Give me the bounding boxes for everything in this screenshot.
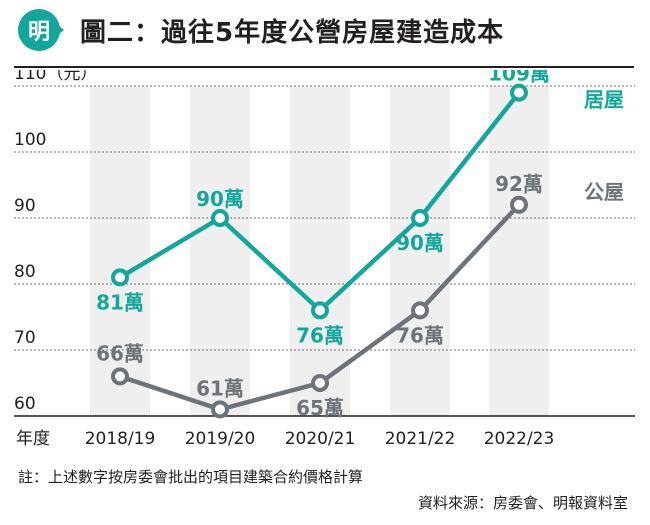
data-label: 61萬 [196,376,244,400]
data-label: 76萬 [296,323,344,347]
x-tick-label: 2019/20 [185,429,256,449]
data-label: 109萬 [488,70,550,86]
data-point [311,301,329,320]
data-label: 90萬 [196,187,244,211]
column-band [190,86,250,416]
y-tick-label: 80 [14,262,36,282]
data-label: 92萬 [495,172,543,196]
data-label: 81萬 [96,290,144,314]
data-point [211,400,229,419]
x-axis-title: 年度 [16,429,50,449]
data-label: 66萬 [96,341,144,365]
footnote: 註：上述數字按房委會批出的項目建築合約價格計算 [18,468,364,486]
data-point [510,83,528,102]
y-tick-label: 110（元） [14,70,97,84]
top-rule [14,66,634,68]
data-point [211,209,229,227]
data-point [411,301,429,320]
data-label: 76萬 [396,323,444,347]
data-label: 65萬 [296,396,344,420]
y-tick-label: 70 [14,328,36,348]
data-point [510,195,528,214]
column-band [489,86,549,416]
column-band [390,86,450,416]
y-tick-label: 90 [14,196,36,216]
data-point [311,374,329,392]
logo-tail-shape [52,20,64,40]
chart-title: 圖二：過往5年度公營房屋建造成本 [80,18,505,48]
x-tick-label: 2020/21 [285,429,356,449]
data-point [411,209,429,227]
data-label: 90萬 [396,231,444,255]
x-tick-label: 2018/19 [85,429,156,449]
series-name-label: 公屋 [584,180,624,204]
data-point [111,367,129,386]
y-tick-label: 100 [14,130,46,150]
data-point [111,268,129,287]
series-name-label: 居屋 [584,88,624,112]
line-chart: 60 70 80 90 100 110（元） 年度 2018/19 2019/20 2020/21… [14,70,635,449]
column-band [290,86,350,416]
x-tick-label: 2021/22 [385,429,456,449]
x-tick-label: 2022/23 [484,429,555,449]
source-line: 資料來源：房委會、明報資料室 [417,494,628,512]
chart-header: 明 圖二：過往5年度公營房屋建造成本 [0,0,650,62]
y-tick-label: 60 [14,394,36,414]
column-band [90,86,150,416]
